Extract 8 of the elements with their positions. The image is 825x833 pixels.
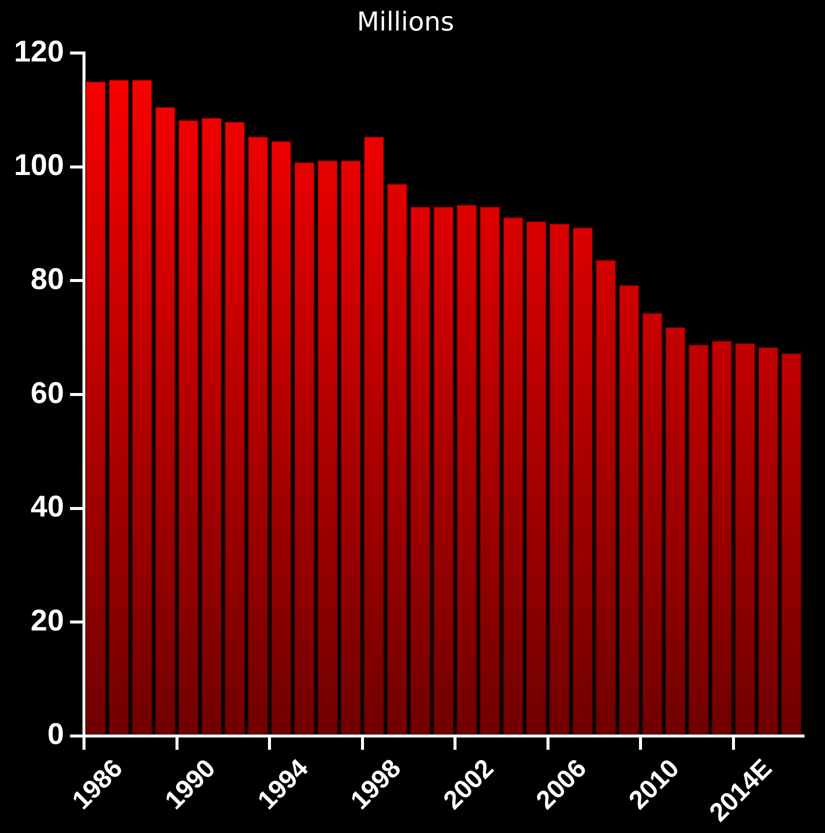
y-tick-label: 40 — [30, 490, 64, 524]
y-tick-label: 60 — [30, 376, 64, 410]
y-tick-label: 20 — [30, 604, 64, 638]
chart-title: Millions — [356, 7, 454, 38]
y-tick-label: 80 — [30, 262, 64, 296]
y-tick-label: 100 — [14, 149, 64, 182]
y-tick-label: 120 — [14, 35, 64, 68]
y-tick-label: 0 — [47, 718, 64, 752]
